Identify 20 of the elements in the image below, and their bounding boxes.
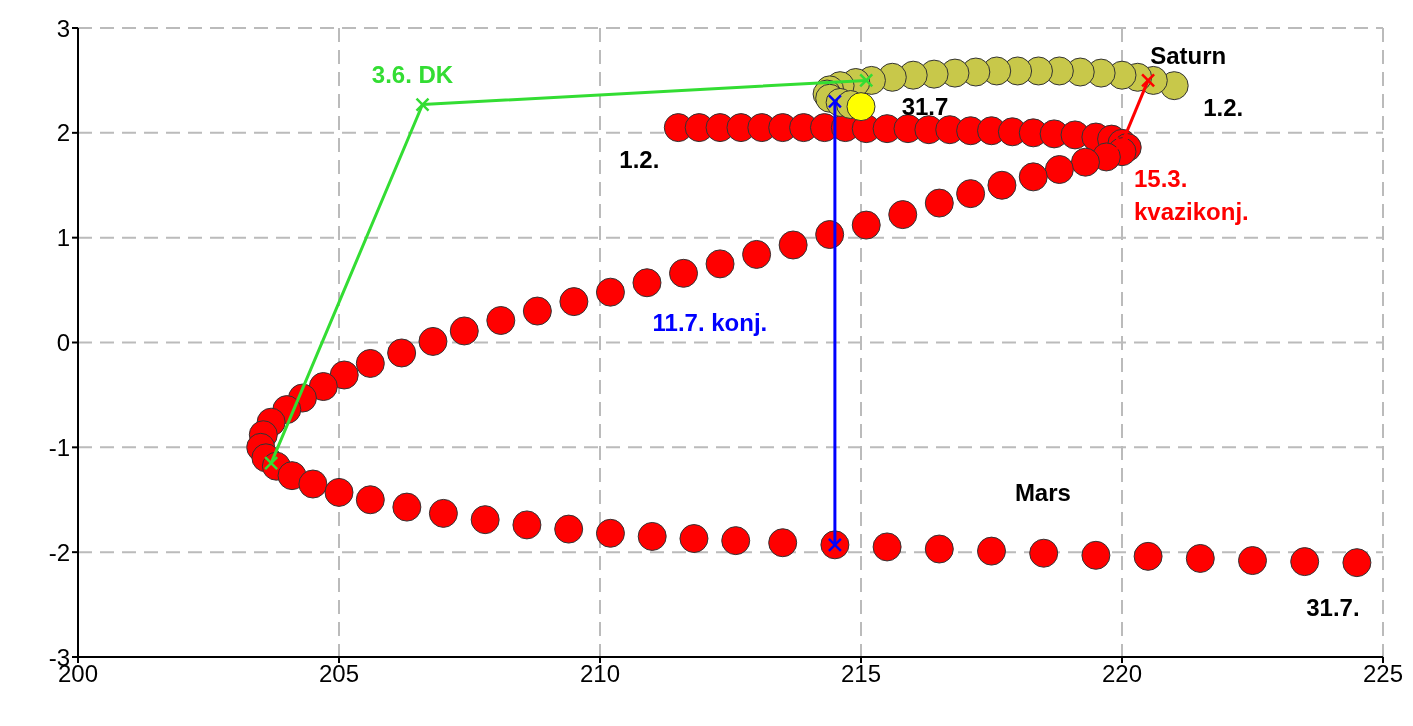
annotation: 31.7 <box>901 92 949 120</box>
annotation: 31.7. <box>1306 593 1360 621</box>
y-tick-label: -2 <box>48 538 70 566</box>
x-tick-label: 215 <box>840 660 882 688</box>
series-label: Mars <box>1014 478 1071 506</box>
x-tick-label: 205 <box>318 660 360 688</box>
text: 11.7. konj. <box>652 308 768 336</box>
series-label: Saturn <box>1150 41 1227 69</box>
y-tick-label: 2 <box>56 119 70 147</box>
x-tick-label: 210 <box>579 660 621 688</box>
y-tick-label: 3 <box>56 14 70 42</box>
series-label: 3.6. DK <box>371 60 454 88</box>
annotation: 1.2. <box>619 145 660 173</box>
annotation: 1.2. <box>1203 93 1244 121</box>
y-tick-label: -1 <box>48 433 70 461</box>
x-tick-label: 225 <box>1362 660 1404 688</box>
x-tick-label: 220 <box>1101 660 1143 688</box>
y-tick-label: 1 <box>56 224 70 252</box>
series-label: 15.3. kvazikonj. <box>1134 165 1249 226</box>
y-tick-label: 0 <box>56 329 70 357</box>
